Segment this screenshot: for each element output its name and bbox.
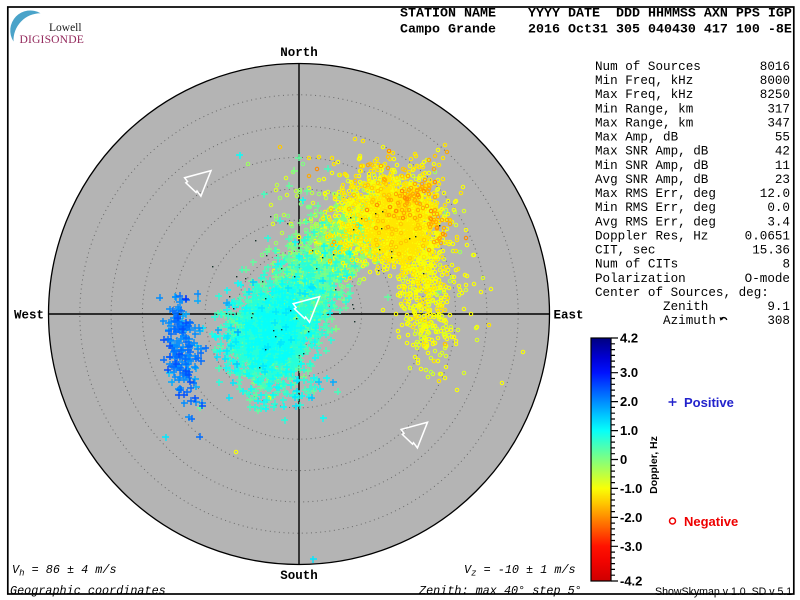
svg-text:Min Range, km: Min Range, km — [595, 102, 693, 116]
svg-text:Doppler Res, Hz: Doppler Res, Hz — [595, 229, 708, 243]
svg-text:Vh = 86 ± 4 m/s: Vh = 86 ± 4 m/s — [12, 563, 117, 579]
svg-text:Avg SNR Amp, dB: Avg SNR Amp, dB — [595, 173, 709, 187]
svg-text:23: 23 — [775, 173, 790, 187]
svg-text:Num of CITs: Num of CITs — [595, 258, 678, 272]
svg-text:0.0651: 0.0651 — [745, 229, 790, 243]
svg-text:8250: 8250 — [760, 88, 790, 102]
svg-text:4.2: 4.2 — [620, 331, 638, 346]
svg-text:3.0: 3.0 — [620, 365, 638, 380]
svg-text:DIGISONDE: DIGISONDE — [20, 33, 84, 46]
svg-text:Lowell: Lowell — [49, 22, 82, 34]
svg-text:42: 42 — [775, 145, 790, 159]
svg-text:Num of Sources: Num of Sources — [595, 60, 701, 74]
svg-text:3.4: 3.4 — [767, 215, 790, 229]
svg-text:317: 317 — [767, 102, 790, 116]
svg-text:12.0: 12.0 — [760, 187, 790, 201]
svg-text:Max Amp, dB: Max Amp, dB — [595, 131, 679, 145]
svg-text:Center of Sources, deg:: Center of Sources, deg: — [595, 286, 769, 300]
svg-text:CIT, sec: CIT, sec — [595, 244, 655, 258]
svg-text:Min SNR Amp, dB: Min SNR Amp, dB — [595, 159, 709, 173]
svg-text:8000: 8000 — [760, 74, 790, 88]
svg-text:55: 55 — [775, 131, 790, 145]
svg-text:Negative: Negative — [684, 514, 738, 529]
svg-text:-1.0: -1.0 — [620, 481, 642, 496]
svg-text:2.0: 2.0 — [620, 394, 638, 409]
svg-text:Zenith: Zenith — [595, 300, 708, 314]
svg-text:Min RMS Err, deg: Min RMS Err, deg — [595, 201, 716, 215]
svg-text:South: South — [280, 569, 318, 583]
svg-text:East: East — [554, 309, 584, 323]
svg-text:347: 347 — [767, 117, 790, 131]
svg-text:9.1: 9.1 — [767, 300, 790, 314]
svg-text:ShowSkymap v 1.0 SD v 5.1: ShowSkymap v 1.0 SD v 5.1 — [655, 586, 792, 598]
svg-text:STATION NAME YYYY DATE DDD: STATION NAME YYYY DATE DDD HHMMSS AXN PP… — [400, 7, 792, 22]
svg-text:0: 0 — [620, 452, 627, 467]
svg-text:Vz = -10 ± 1 m/s: Vz = -10 ± 1 m/s — [464, 563, 576, 579]
svg-text:Max Range, km: Max Range, km — [595, 117, 693, 131]
svg-text:Polarization: Polarization — [595, 272, 686, 286]
svg-text:Doppler, Hz: Doppler, Hz — [648, 436, 660, 494]
svg-text:1.0: 1.0 — [620, 423, 638, 438]
svg-text:-3.0: -3.0 — [620, 539, 642, 554]
svg-text:-2.0: -2.0 — [620, 510, 642, 525]
svg-text:-4.2: -4.2 — [620, 574, 642, 589]
svg-text:Max Freq, kHz: Max Freq, kHz — [595, 88, 693, 102]
svg-text:Positive: Positive — [684, 395, 734, 410]
svg-text:11: 11 — [775, 159, 790, 173]
svg-text:15.36: 15.36 — [752, 244, 790, 258]
svg-text:8016: 8016 — [760, 60, 790, 74]
svg-text:0.0: 0.0 — [767, 201, 790, 215]
svg-text:Campo Grande 2016 Oct31 305: Campo Grande 2016 Oct31 305 040430 417 1… — [400, 23, 792, 38]
svg-text:O-mode: O-mode — [745, 272, 790, 286]
svg-text:Avg RMS Err, deg: Avg RMS Err, deg — [595, 215, 716, 229]
svg-text:Azimuth: Azimuth — [595, 314, 716, 328]
svg-text:308: 308 — [767, 314, 790, 328]
svg-text:8: 8 — [782, 258, 790, 272]
svg-text:Geographic coordinates: Geographic coordinates — [10, 584, 166, 598]
svg-text:North: North — [280, 46, 318, 60]
svg-text:Min Freq, kHz: Min Freq, kHz — [595, 74, 693, 88]
svg-text:Max RMS Err, deg: Max RMS Err, deg — [595, 187, 716, 201]
svg-text:Zenith: max 40° step 5°: Zenith: max 40° step 5° — [418, 584, 582, 598]
svg-text:Max SNR Amp, dB: Max SNR Amp, dB — [595, 145, 709, 159]
svg-text:West: West — [14, 309, 44, 323]
